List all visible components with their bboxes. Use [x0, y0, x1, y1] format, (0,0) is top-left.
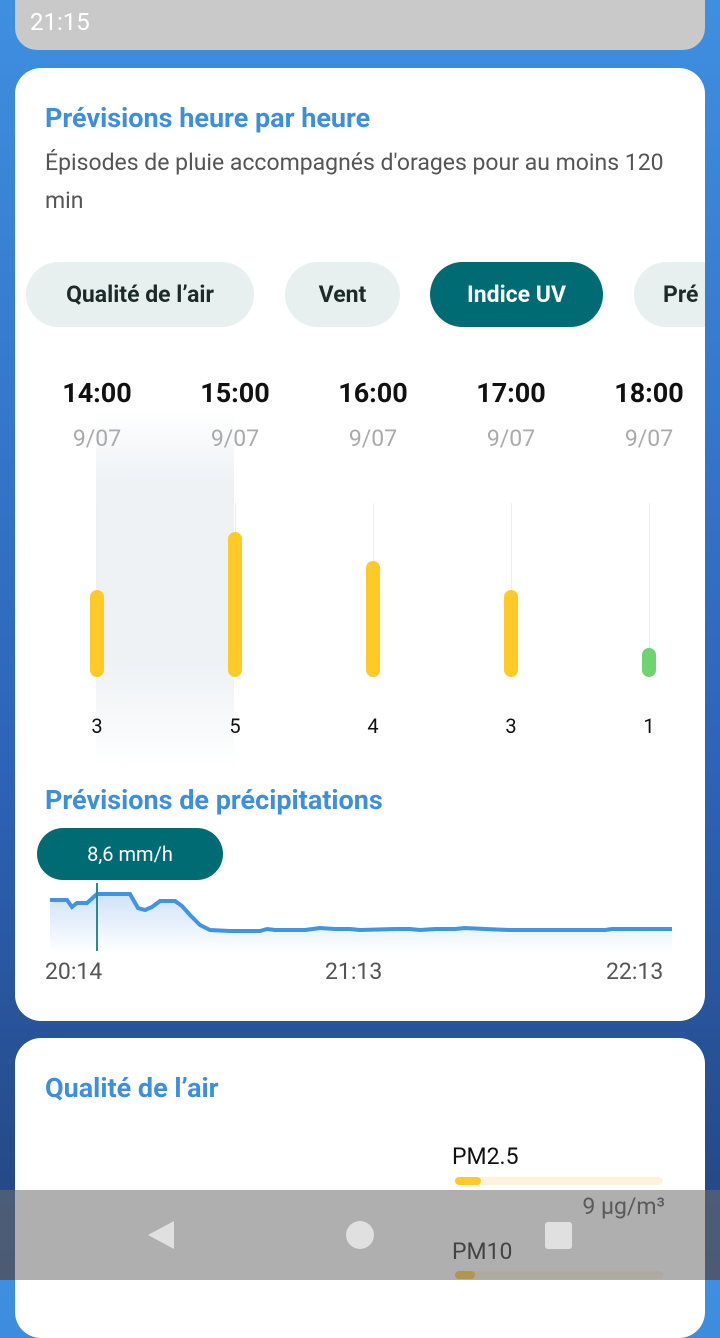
uv-value: 3: [91, 714, 103, 738]
hour-label: 16:00: [338, 377, 408, 409]
uv-bar: [366, 561, 380, 677]
uv-bar: [642, 648, 656, 677]
date-label: 9/07: [210, 425, 260, 452]
pm25-fill: [455, 1177, 481, 1185]
screen: 21:15 Prévisions heure par heure Épisode…: [0, 0, 720, 1280]
date-label: 9/07: [348, 425, 398, 452]
hour-highlight: [96, 410, 234, 770]
recents-button[interactable]: [545, 1222, 572, 1249]
hour-label: 14:00: [62, 377, 132, 409]
air-title: Qualité de l’air: [45, 1072, 219, 1104]
top-card: [15, 0, 705, 50]
hour-label: 17:00: [476, 377, 546, 409]
forecast-title: Prévisions heure par heure: [45, 102, 371, 134]
precip-title: Prévisions de précipitations: [45, 784, 383, 816]
uv-track: [649, 503, 650, 677]
uv-value: 3: [505, 714, 517, 738]
date-label: 9/07: [486, 425, 536, 452]
pm25-track: [455, 1177, 663, 1185]
uv-value: 5: [229, 714, 241, 738]
status-time: 21:15: [30, 8, 90, 36]
precip-chart: [50, 883, 672, 953]
forecast-card: Prévisions heure par heure Épisodes de p…: [15, 68, 705, 1021]
uv-bar: [504, 590, 518, 677]
uv-bar: [228, 532, 242, 677]
hour-label: 18:00: [614, 377, 684, 409]
precip-bubble: 8,6 mm/h: [37, 828, 223, 880]
uv-value: 4: [367, 714, 379, 738]
precip-time: 22:13: [606, 958, 664, 985]
back-button[interactable]: [148, 1221, 174, 1249]
precip-time: 21:13: [325, 958, 383, 985]
date-label: 9/07: [72, 425, 122, 452]
hour-label: 15:00: [200, 377, 270, 409]
nav-icons: [148, 1221, 572, 1249]
tab[interactable]: Indice UV: [430, 262, 603, 327]
pm25-label: PM2.5: [452, 1143, 519, 1170]
home-button[interactable]: [346, 1221, 374, 1249]
air-card: Qualité de l’air PM2.5 9 µg/m³ PM10: [15, 1038, 705, 1338]
tab[interactable]: Qualité de l’air: [26, 262, 254, 327]
date-label: 9/07: [624, 425, 674, 452]
precip-line: [50, 892, 672, 933]
uv-value: 1: [643, 714, 655, 738]
tab[interactable]: Vent: [285, 262, 400, 327]
tab[interactable]: Pré: [634, 262, 705, 327]
uv-bar: [90, 590, 104, 677]
precip-time: 20:14: [45, 958, 103, 985]
forecast-subtitle: Épisodes de pluie accompagnés d'orages p…: [45, 149, 664, 214]
precip-area: [50, 894, 672, 953]
nav-bar: [0, 1190, 720, 1280]
